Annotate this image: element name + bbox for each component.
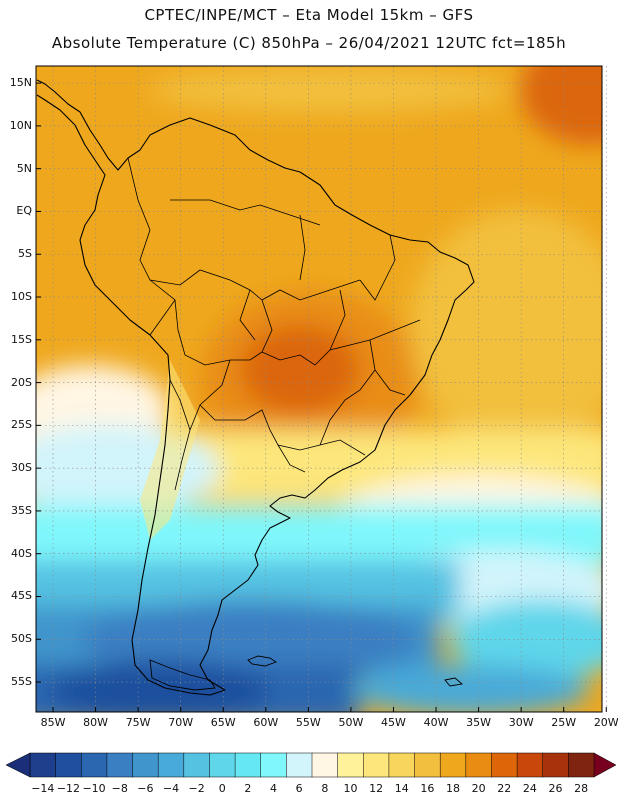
lon-label: 65W [210, 716, 236, 729]
colorbar-swatch [55, 752, 82, 778]
colorbar-swatch [337, 752, 364, 778]
lat-label: 15N [9, 76, 32, 90]
colorbar-swatch [157, 752, 185, 778]
lon-label: 75W [125, 716, 151, 729]
coastline [36, 79, 475, 696]
lon-label: 40W [423, 716, 449, 729]
colorbar-swatch [311, 752, 339, 778]
map-frame [35, 65, 603, 713]
colorbar [5, 752, 617, 778]
lat-label: 30S [11, 461, 32, 475]
lat-label: 10S [11, 290, 32, 304]
colorbar-swatch [209, 752, 236, 778]
colorbar-swatch [388, 752, 416, 778]
lon-label: 80W [83, 716, 109, 729]
colorbar-swatch [414, 752, 441, 778]
lon-label: 35W [466, 716, 492, 729]
lat-label: 20S [11, 375, 32, 389]
colorbar-label: −4 [162, 782, 180, 795]
lon-label: 20W [593, 716, 618, 729]
axis-ticks [36, 82, 607, 712]
colorbar-swatch [286, 752, 313, 778]
lat-label: 25S [11, 418, 32, 432]
colorbar-label: 4 [270, 782, 278, 795]
colorbar-swatch [491, 752, 518, 778]
colorbar-swatch [542, 752, 569, 778]
colorbar-label: 6 [295, 782, 303, 795]
lon-label: 55W [295, 716, 321, 729]
colorbar-swatch [363, 752, 390, 778]
lat-label: 5N [16, 161, 32, 175]
colorbar-swatch [568, 752, 595, 778]
lon-label: 60W [253, 716, 279, 729]
lon-label: 70W [168, 716, 194, 729]
chart-title-line1: CPTEC/INPE/MCT – Eta Model 15km – GFS [144, 6, 474, 24]
lat-label: 10N [9, 118, 32, 132]
colorbar-swatch [106, 752, 134, 778]
chart-title-line2: Absolute Temperature (C) 850hPa – 26/04/… [51, 34, 567, 52]
temperature-field [36, 66, 602, 712]
colorbar-label: 16 [420, 782, 435, 795]
colorbar-label: −10 [82, 782, 106, 795]
colorbar-label: 26 [548, 782, 563, 795]
colorbar-swatch [29, 752, 57, 778]
colorbar-swatch [516, 752, 544, 778]
colorbar-high-arrow [593, 752, 617, 778]
lon-label: 25W [551, 716, 577, 729]
colorbar-label: −6 [137, 782, 154, 795]
lat-label: 5S [18, 247, 32, 261]
colorbar-label: 20 [471, 782, 486, 795]
lat-label: EQ [16, 204, 32, 218]
colorbar-low-arrow [5, 752, 31, 778]
colorbar-swatch [465, 752, 493, 778]
colorbar-label: 22 [497, 782, 512, 795]
lat-label: 55S [11, 675, 32, 689]
colorbar-label: −12 [56, 782, 81, 795]
lon-label: 30W [508, 716, 534, 729]
colorbar-label: 14 [394, 782, 409, 795]
lat-label: 45S [11, 589, 32, 603]
colorbar-label: −8 [111, 782, 128, 795]
colorbar-label: 2 [244, 782, 252, 795]
colorbar-label: 18 [446, 782, 460, 795]
colorbar-swatch [260, 752, 287, 778]
lat-label: 50S [11, 632, 32, 646]
colorbar-label: 12 [369, 782, 384, 795]
colorbar-swatch [234, 752, 262, 778]
lat-label: 35S [11, 503, 32, 517]
colorbar-label: 8 [321, 782, 329, 795]
colorbar-label: −14 [31, 782, 55, 795]
lon-label: 45W [381, 716, 406, 729]
colorbar-swatch [439, 752, 467, 778]
country-borders [127, 157, 421, 491]
colorbar-swatch [183, 752, 211, 778]
colorbar-swatch [81, 752, 108, 778]
lat-label: 15S [11, 332, 32, 346]
lat-label: 40S [11, 546, 32, 560]
lon-label: 85W [40, 716, 66, 729]
lon-label: 50W [338, 716, 364, 729]
islands [149, 655, 464, 691]
colorbar-label: −2 [188, 782, 205, 795]
colorbar-label: 0 [218, 782, 226, 795]
colorbar-label: 28 [574, 782, 589, 795]
colorbar-label: 10 [343, 782, 358, 795]
colorbar-label: 24 [522, 782, 537, 795]
colorbar-swatch [132, 752, 159, 778]
